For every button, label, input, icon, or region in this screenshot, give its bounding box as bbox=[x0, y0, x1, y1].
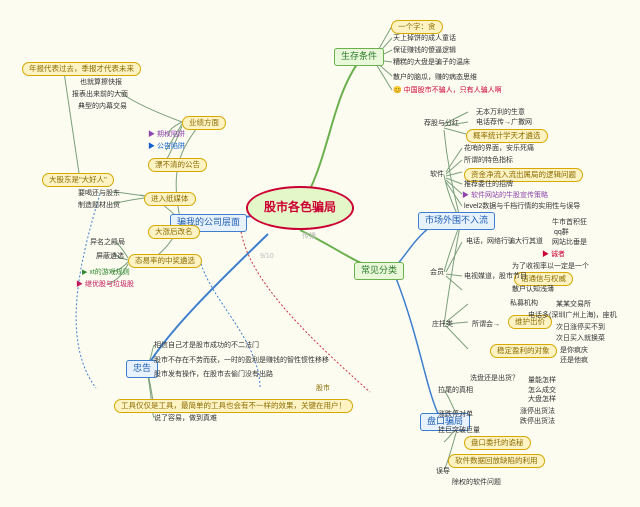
leaf-node[interactable]: ▶ 继优股与垃圾股 bbox=[76, 280, 134, 289]
leaf-node[interactable]: 无本万利的生意 bbox=[476, 108, 525, 117]
pill-node[interactable]: 年报代表过去，季报才代表未来 bbox=[22, 62, 141, 76]
leaf-node[interactable]: 为了收视率以一定是一个 bbox=[512, 262, 589, 271]
leaf-node[interactable]: ▶ 软件网站的牛股宣传策略 bbox=[462, 191, 548, 200]
leaf-node[interactable]: 某某交易所 bbox=[556, 300, 591, 309]
pill-node[interactable]: 盘口委托的诡秘 bbox=[464, 436, 531, 450]
pill-node[interactable]: 一个字：贪 bbox=[391, 20, 443, 34]
link-path bbox=[64, 72, 80, 180]
branch-node[interactable]: 生存条件 bbox=[334, 48, 384, 66]
pill-node[interactable]: 稳定盈利的对象 bbox=[490, 344, 557, 358]
pill-node[interactable]: 软件数据回放缺陷的利用 bbox=[448, 454, 545, 468]
leaf-node[interactable]: 糟糕的大盘是骗子的温床 bbox=[393, 58, 470, 67]
link-path bbox=[444, 226, 460, 325]
link-path bbox=[444, 224, 460, 272]
link-path bbox=[444, 128, 466, 134]
pill-node[interactable]: 漂不清的公告 bbox=[148, 158, 207, 172]
leaf-node[interactable]: 私募机构 bbox=[510, 299, 538, 308]
leaf-node[interactable]: 误导 bbox=[436, 467, 450, 476]
leaf-node[interactable]: 报表出来前的大面 bbox=[72, 90, 128, 99]
leaf-node[interactable]: 大盘怎样 bbox=[528, 395, 556, 404]
leaf-node[interactable]: 花哨的界面，安乐死痛 bbox=[464, 144, 534, 153]
leaf-node[interactable]: 庄托类 bbox=[432, 320, 453, 329]
leaf-node[interactable]: 9/10 bbox=[260, 252, 274, 261]
link-path bbox=[444, 130, 460, 218]
link-path bbox=[446, 326, 468, 349]
link-path bbox=[446, 160, 462, 174]
link-path bbox=[200, 260, 260, 388]
leaf-node[interactable]: 天上掉饼的成人童话 bbox=[393, 34, 456, 43]
leaf-node[interactable]: 相信自己才是股市成功的不二法门 bbox=[154, 341, 259, 350]
leaf-node[interactable]: 次日买入就换菜 bbox=[556, 334, 605, 343]
leaf-node[interactable]: 网站比垂是 bbox=[552, 238, 587, 247]
leaf-node[interactable]: 怎么成交 bbox=[528, 386, 556, 395]
leaf-node[interactable]: 涨停出货法 bbox=[520, 407, 555, 416]
leaf-node[interactable]: 传播 bbox=[302, 232, 316, 241]
link-path bbox=[396, 278, 440, 418]
leaf-node[interactable]: 股市 bbox=[316, 384, 330, 393]
leaf-node[interactable]: 😊 中国股市不骗人，只有人骗人啊 bbox=[393, 86, 502, 95]
leaf-node[interactable]: 保证赚钱的傻逼逻辑 bbox=[393, 46, 456, 55]
leaf-node[interactable]: qq群 bbox=[554, 228, 569, 237]
pill-node[interactable]: 概率统计学天才遴选 bbox=[466, 129, 548, 143]
link-path bbox=[446, 182, 462, 206]
leaf-node[interactable]: 也就算擦快报 bbox=[80, 78, 122, 87]
pill-node[interactable]: 业绩方面 bbox=[182, 116, 226, 130]
leaf-node[interactable]: 所谓会→ bbox=[472, 320, 500, 329]
leaf-node[interactable]: 跌停出货法 bbox=[520, 417, 555, 426]
leaf-node[interactable]: 说了容易，做到真难 bbox=[154, 414, 217, 423]
leaf-node[interactable]: 是你疯庆 bbox=[560, 346, 588, 355]
leaf-node[interactable]: 推荐委住的招牌 bbox=[464, 180, 513, 189]
link-path bbox=[120, 92, 182, 122]
leaf-node[interactable]: ▶ 期权陷阱 bbox=[148, 130, 185, 139]
link-path bbox=[446, 178, 462, 184]
leaf-node[interactable]: 屏蔽遴选 bbox=[96, 252, 124, 261]
leaf-node[interactable]: 软件 bbox=[430, 170, 444, 179]
leaf-node[interactable]: 挂巨突破巨量 bbox=[438, 426, 480, 435]
pill-node[interactable]: 工具仅仅是工具，最简单的工具也会有不一样的效果，关键在用户！ bbox=[114, 399, 353, 413]
link-path bbox=[240, 220, 370, 392]
leaf-node[interactable]: 典型的内幕交易 bbox=[78, 102, 127, 111]
root-node[interactable]: 股市各色骗局 bbox=[246, 186, 354, 230]
leaf-node[interactable]: 还是他疯 bbox=[560, 356, 588, 365]
link-path bbox=[446, 172, 462, 176]
leaf-node[interactable]: 要喝还与股东 bbox=[78, 189, 120, 198]
link-path bbox=[446, 148, 462, 172]
link-path bbox=[446, 274, 462, 276]
link-path bbox=[446, 242, 462, 272]
link-path bbox=[376, 64, 392, 90]
link-path bbox=[446, 180, 462, 194]
leaf-node[interactable]: 牛市首积狂 bbox=[552, 218, 587, 227]
pill-node[interactable]: 进入纸媒体 bbox=[144, 192, 196, 206]
link-path bbox=[446, 276, 462, 290]
leaf-node[interactable]: 量能怎样 bbox=[528, 376, 556, 385]
leaf-node[interactable]: 荐股与分红 bbox=[424, 119, 459, 128]
pill-node[interactable]: 态易率的中奖遴选 bbox=[128, 254, 202, 268]
leaf-node[interactable]: 股市发有操作，在股市去偷门没有出路 bbox=[154, 370, 273, 379]
leaf-node[interactable]: 散户的脑瓜，赚的病态思维 bbox=[393, 73, 477, 82]
leaf-node[interactable]: 拉尾的真相 bbox=[438, 386, 473, 395]
pill-node[interactable]: 大涨后改名 bbox=[148, 225, 200, 239]
leaf-node[interactable]: ▶ xt的游戏规则 bbox=[82, 268, 130, 277]
leaf-node[interactable]: ▶ 诚者 bbox=[542, 250, 565, 259]
leaf-node[interactable]: 所谓的特色指标 bbox=[464, 156, 513, 165]
branch-node[interactable]: 常见分类 bbox=[354, 262, 404, 280]
leaf-node[interactable]: 涨跌停对单 bbox=[438, 410, 473, 419]
leaf-node[interactable]: ▶ 公告陷阱 bbox=[148, 142, 185, 151]
leaf-node[interactable]: 异名之殿局 bbox=[90, 238, 125, 247]
leaf-node[interactable]: level2数据与千档行情的实用性与误导 bbox=[464, 202, 580, 211]
leaf-node[interactable]: 电话多(深圳广州上海)，座机 bbox=[528, 311, 617, 320]
leaf-node[interactable]: 制造题材出货 bbox=[78, 201, 120, 210]
leaf-node[interactable]: 电话，网络行骗大行其道 bbox=[466, 237, 543, 246]
leaf-node[interactable]: 散户认知浅薄 bbox=[512, 285, 554, 294]
leaf-node[interactable]: 股市不存在不劳而获，一时的盈利是赚钱的智性惯性移移 bbox=[154, 356, 329, 365]
leaf-node[interactable]: 洗盘还是出货？ bbox=[470, 374, 519, 383]
leaf-node[interactable]: 次日涨停买不到 bbox=[556, 323, 605, 332]
leaf-node[interactable]: 电视媒道，股市节目 bbox=[464, 272, 527, 281]
leaf-node[interactable]: 会员 bbox=[430, 268, 444, 277]
link-path bbox=[76, 194, 100, 388]
branch-node[interactable]: 市场外围不入流 bbox=[418, 212, 495, 230]
pill-node[interactable]: 大股东是"大好人" bbox=[42, 173, 114, 187]
leaf-node[interactable]: 电话荐传→广撒网 bbox=[476, 118, 532, 127]
leaf-node[interactable]: 除权的软件问题 bbox=[452, 478, 501, 487]
